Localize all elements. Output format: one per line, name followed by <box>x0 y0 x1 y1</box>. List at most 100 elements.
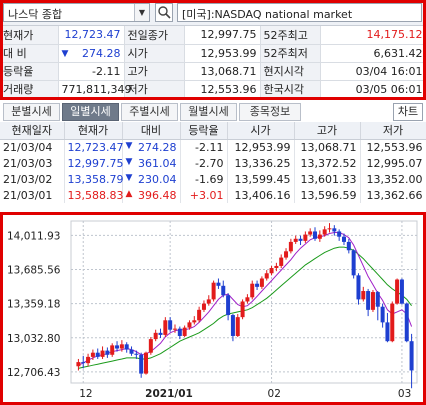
candle-body <box>245 297 250 302</box>
candle-body <box>356 275 361 300</box>
y-tick-label: 12,706.43 <box>7 367 60 379</box>
y-tick-label: 14,011.93 <box>7 230 60 242</box>
quote-label: 현재가 <box>0 26 59 45</box>
moving-average-short-line <box>78 232 413 366</box>
table-row[interactable]: 21/03/02 13,358.79 ▼ 230.04 -1.69 13,599.45 13… <box>0 171 426 187</box>
quote-value: 12,997.75 <box>184 26 261 45</box>
quote-value: 771,811,349 <box>58 80 131 100</box>
candle-body <box>250 283 255 298</box>
candle-body <box>115 345 120 349</box>
cell-high: 13,372.52 <box>294 155 361 171</box>
quote-value: 6,631.42 <box>320 44 426 63</box>
candle-body <box>313 231 318 239</box>
table-row[interactable]: 21/03/03 12,997.75 ▼ 361.04 -2.70 13,336.25 13… <box>0 155 426 171</box>
candle-body <box>293 238 298 242</box>
column-header[interactable]: 등락율 <box>180 122 228 140</box>
cell-date: 21/03/01 <box>0 187 65 203</box>
y-tick-label: 13,685.56 <box>7 265 61 277</box>
candle-body <box>168 320 173 330</box>
moving-average-long-line <box>78 246 412 369</box>
candle-body <box>284 251 289 258</box>
cell-price: 12,997.75 <box>64 155 123 171</box>
quote-number: 12,723.47 <box>64 28 121 42</box>
change-value: 396.48 <box>138 188 177 202</box>
cell-date: 21/03/02 <box>0 171 65 187</box>
table-row[interactable]: 21/03/04 12,723.47 ▼ 274.28 -2.11 12,953.99 13… <box>0 139 426 155</box>
candle-body <box>390 303 395 342</box>
column-header[interactable]: 현재가 <box>64 122 123 140</box>
candle-body <box>308 231 313 235</box>
down-triangle-icon: ▼ <box>125 172 133 183</box>
candle-body <box>380 306 385 323</box>
candle-body <box>409 341 414 371</box>
column-header[interactable]: 대비 <box>122 122 181 140</box>
candle-body <box>211 282 216 300</box>
cell-low: 13,352.00 <box>360 171 426 187</box>
candle-body <box>332 228 337 232</box>
candle-body <box>81 362 86 364</box>
candle-body <box>341 236 346 242</box>
symbol-select[interactable]: 나스닥 종합 ▼ <box>3 3 150 22</box>
candle-body <box>279 257 284 266</box>
candle-body <box>153 332 158 340</box>
candle-body <box>197 309 202 321</box>
market-field: [미국]:NASDAQ national market <box>177 3 422 22</box>
quote-number: 03/04 16:01 <box>355 64 423 78</box>
cell-chg: ▼ 230.04 <box>122 171 181 187</box>
change-value: 274.28 <box>138 140 177 154</box>
candle-body <box>351 250 356 276</box>
candle-body <box>95 352 100 357</box>
column-header[interactable]: 고가 <box>294 122 361 140</box>
cell-price: 13,588.83 <box>64 187 123 203</box>
tab-4[interactable]: 종목정보 <box>239 103 301 121</box>
quote-number: 12,997.75 <box>200 28 257 42</box>
x-tick-label: 12 <box>79 388 92 400</box>
candle-body <box>90 352 95 357</box>
quote-value: 12,723.47 <box>58 26 125 45</box>
symbol-value: 나스닥 종합 <box>8 8 63 21</box>
candle-body <box>110 345 115 355</box>
quote-summary-table: 현재가 12,723.47 전일종가 12,997.75 52주최고 14,175.12 대… <box>0 26 426 100</box>
cell-open: 13,336.25 <box>227 155 295 171</box>
candle-body <box>158 332 163 335</box>
down-triangle-icon: ▼ <box>125 140 133 151</box>
cell-high: 13,068.71 <box>294 139 361 155</box>
quote-value: 12,953.99 <box>184 44 261 63</box>
column-header[interactable]: 저가 <box>360 122 426 140</box>
candle-body <box>86 356 91 364</box>
candle-body <box>274 265 279 269</box>
quote-label: 저가 <box>124 80 185 100</box>
quote-label: 고가 <box>124 62 185 81</box>
cell-open: 13,406.16 <box>227 187 295 203</box>
tab-2[interactable]: 주별시세 <box>121 103 178 121</box>
price-chart[interactable]: 14,011.93 13,685.56 13,359.18 13,032.80 12,7… <box>3 215 423 402</box>
candle-body <box>144 352 149 374</box>
candle-body <box>230 315 235 336</box>
chevron-down-icon[interactable]: ▼ <box>134 4 149 21</box>
cell-rate: -2.11 <box>180 139 228 155</box>
column-header[interactable]: 현재일자 <box>0 122 65 140</box>
quote-label: 등락율 <box>0 62 59 81</box>
candle-body <box>216 282 221 286</box>
candle-body <box>163 320 168 335</box>
column-header[interactable]: 시가 <box>227 122 295 140</box>
quote-label: 52주최저 <box>260 44 321 63</box>
candle-body <box>100 350 105 357</box>
cell-open: 13,599.45 <box>227 171 295 187</box>
cell-low: 13,362.66 <box>360 187 426 203</box>
candle-body <box>288 241 293 252</box>
candle-body <box>235 317 240 336</box>
tab-0[interactable]: 분별시세 <box>3 103 60 121</box>
quote-label: 52주최고 <box>260 26 321 45</box>
quote-number: 13,068.71 <box>200 64 257 78</box>
chart-button[interactable]: 차트 <box>393 103 423 121</box>
table-row[interactable]: 21/03/01 13,588.83 ▲ 396.48 +3.01 13,406.16 13… <box>0 187 426 203</box>
candle-body <box>366 291 371 310</box>
tab-3[interactable]: 월별시세 <box>180 103 237 121</box>
quote-row: 현재가 12,723.47 전일종가 12,997.75 52주최고 14,175.12 <box>0 26 426 45</box>
quote-row: 대 비 ▼ 274.28 시가 12,953.99 52주최저 6,631.42 <box>0 44 426 63</box>
candle-body <box>303 234 308 241</box>
quote-label: 대 비 <box>0 44 59 63</box>
tab-1[interactable]: 일별시세 <box>62 103 119 121</box>
search-button[interactable] <box>155 3 173 22</box>
